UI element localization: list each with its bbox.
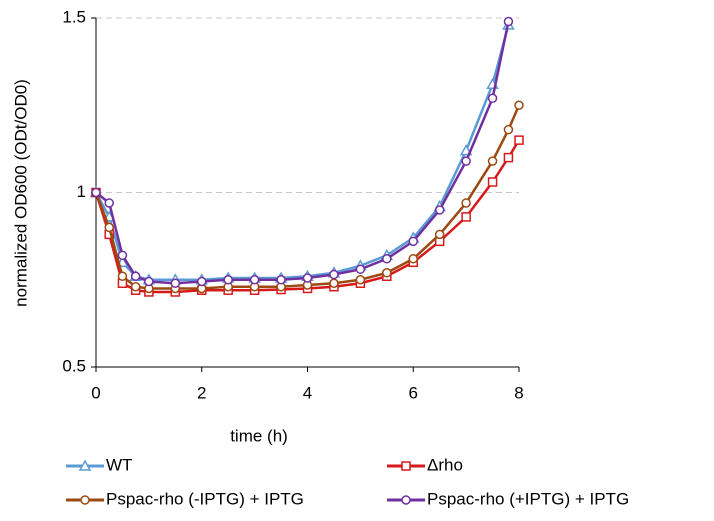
marker bbox=[117, 250, 128, 261]
y-tick-label: 1.5 bbox=[62, 7, 86, 26]
marker bbox=[78, 459, 92, 471]
series bbox=[89, 18, 515, 285]
series-line bbox=[95, 21, 510, 285]
marker bbox=[487, 93, 498, 104]
marker bbox=[434, 205, 445, 215]
marker bbox=[487, 156, 498, 166]
series-line bbox=[94, 104, 521, 290]
x-tick-label: 0 bbox=[91, 383, 100, 402]
x-tick-label: 2 bbox=[197, 383, 206, 402]
marker bbox=[461, 198, 471, 208]
marker bbox=[408, 236, 418, 247]
legend-entry: WT bbox=[66, 455, 132, 474]
marker bbox=[80, 495, 90, 505]
marker bbox=[329, 278, 339, 288]
marker bbox=[117, 271, 128, 282]
marker bbox=[144, 276, 154, 287]
x-tick-label: 8 bbox=[514, 383, 523, 402]
marker bbox=[514, 100, 524, 110]
marker bbox=[382, 254, 392, 264]
marker bbox=[382, 268, 392, 278]
y-axis-label: normalized OD600 (ODt/OD0) bbox=[11, 79, 30, 307]
legend-entry: Pspac-rho (-IPTG) + IPTG bbox=[66, 489, 304, 508]
series bbox=[91, 100, 524, 294]
marker bbox=[91, 187, 101, 198]
marker bbox=[503, 152, 514, 163]
x-tick-label: 6 bbox=[409, 383, 418, 402]
series bbox=[91, 16, 514, 288]
marker bbox=[276, 275, 286, 285]
y-tick-label: 0.5 bbox=[62, 356, 86, 375]
legend-entry: Δrho bbox=[387, 455, 463, 474]
legend-label: WT bbox=[106, 455, 132, 474]
marker bbox=[401, 461, 411, 471]
marker bbox=[503, 16, 514, 27]
x-tick-label: 4 bbox=[303, 383, 312, 402]
marker bbox=[249, 275, 260, 285]
series-line bbox=[94, 24, 510, 281]
legend-entry: Pspac-rho (+IPTG) + IPTG bbox=[387, 489, 629, 508]
marker bbox=[434, 229, 445, 240]
y-tick-label: 1 bbox=[77, 182, 86, 201]
marker bbox=[514, 135, 524, 145]
marker bbox=[170, 278, 181, 288]
marker bbox=[197, 276, 207, 287]
x-axis-label: time (h) bbox=[230, 426, 288, 445]
marker bbox=[104, 198, 114, 208]
marker bbox=[104, 222, 114, 233]
marker bbox=[461, 212, 471, 222]
marker bbox=[130, 271, 141, 282]
marker bbox=[401, 495, 411, 505]
marker bbox=[302, 273, 313, 283]
legend-label: Pspac-rho (-IPTG) + IPTG bbox=[106, 489, 304, 508]
marker bbox=[355, 264, 366, 275]
legend-label: Pspac-rho (+IPTG) + IPTG bbox=[427, 489, 629, 508]
marker bbox=[223, 275, 233, 285]
marker bbox=[329, 269, 339, 280]
marker bbox=[487, 177, 498, 187]
marker bbox=[503, 124, 514, 135]
marker bbox=[408, 254, 418, 264]
legend-label: Δrho bbox=[427, 455, 463, 474]
marker bbox=[355, 275, 366, 285]
marker bbox=[130, 281, 141, 292]
marker bbox=[461, 156, 471, 166]
